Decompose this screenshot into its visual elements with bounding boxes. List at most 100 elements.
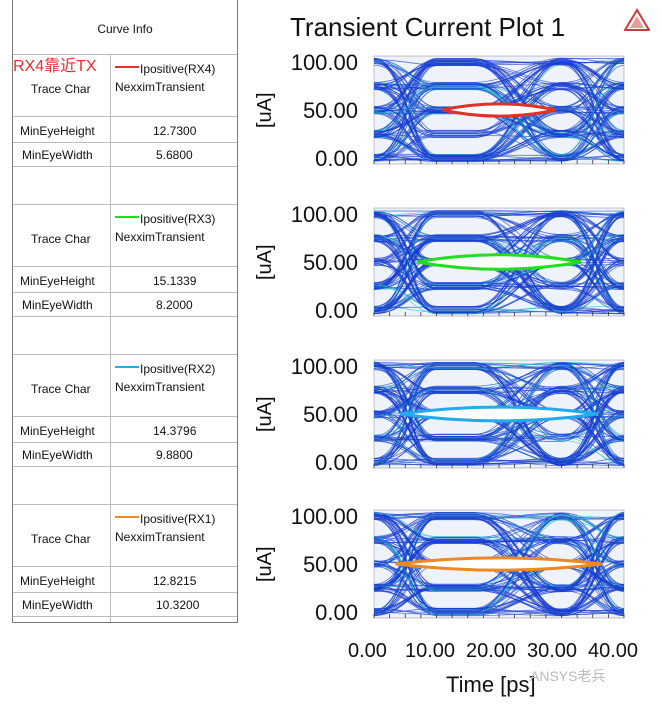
eye-trace — [373, 58, 625, 161]
min-eye-width-label: MinEyeWidth — [22, 598, 93, 612]
eye-trace — [373, 286, 625, 312]
divider — [13, 592, 237, 593]
eye-trace — [373, 112, 625, 160]
eye-trace — [373, 368, 625, 440]
eye-trace — [373, 462, 625, 466]
eye-trace — [373, 564, 625, 610]
eye-trace — [373, 514, 625, 563]
divider — [13, 204, 237, 205]
y-tick-label: 0.00 — [315, 600, 358, 625]
divider — [13, 616, 237, 617]
divider — [13, 266, 237, 267]
min-eye-width-value: 10.3200 — [156, 598, 200, 612]
eye-trace — [373, 60, 625, 113]
divider — [13, 466, 237, 467]
eye-trace — [373, 62, 625, 135]
trace-name: Ipositive(RX4) — [140, 62, 216, 76]
min-eye-height-label: MinEyeHeight — [20, 124, 95, 138]
x-tick-label: 30.00 — [527, 640, 578, 662]
divider — [13, 116, 237, 117]
y-axis-label: [uA] — [254, 92, 276, 128]
eye-trace — [373, 233, 625, 285]
min-eye-height-value: 14.3796 — [153, 424, 197, 438]
y-tick-label: 0.00 — [315, 450, 358, 475]
eye-mask — [441, 102, 557, 118]
y-tick-label: 100.00 — [291, 354, 358, 379]
eye-trace — [373, 214, 625, 308]
eye-trace — [373, 214, 625, 237]
legend-swatch — [115, 216, 139, 218]
y-tick-label: 100.00 — [291, 202, 358, 227]
y-axis-label: [uA] — [254, 396, 276, 432]
eye-trace — [373, 565, 625, 593]
divider — [13, 316, 237, 317]
eye-trace — [373, 517, 625, 617]
min-eye-width-value: 8.2000 — [156, 298, 193, 312]
min-eye-width-label: MinEyeWidth — [22, 298, 93, 312]
eye-trace — [373, 389, 625, 465]
eye-trace — [373, 363, 625, 412]
eye-trace — [373, 236, 625, 307]
eye-trace — [373, 366, 625, 389]
min-eye-height-value: 12.8215 — [153, 574, 197, 588]
divider — [13, 416, 237, 417]
y-tick-label: 50.00 — [303, 250, 358, 275]
y-tick-label: 50.00 — [303, 552, 358, 577]
watermark: ANSYS老兵 — [530, 668, 606, 684]
eye-trace — [373, 517, 625, 613]
eye-trace — [373, 285, 625, 290]
legend-swatch — [115, 516, 139, 518]
min-eye-height-label: MinEyeHeight — [20, 574, 95, 588]
eye-trace — [373, 215, 625, 310]
legend-swatch — [115, 66, 139, 68]
min-eye-width-value: 9.8800 — [156, 448, 193, 462]
min-eye-width-value: 5.6800 — [156, 148, 193, 162]
x-tick-label: 20.00 — [466, 640, 517, 662]
eye-trace — [373, 213, 625, 290]
min-eye-height-label: MinEyeHeight — [20, 424, 95, 438]
eye-trace — [373, 213, 625, 241]
eye-trace — [373, 608, 625, 616]
eye-trace — [373, 108, 625, 162]
eye-trace — [373, 563, 625, 609]
divider — [13, 166, 237, 167]
eye-trace — [373, 58, 625, 108]
curve-info-title: Curve Info — [97, 22, 153, 36]
legend-swatch — [115, 366, 139, 368]
eye-mask — [395, 556, 603, 572]
divider — [13, 566, 237, 567]
eye-trace — [373, 609, 625, 613]
eye-trace — [373, 364, 625, 441]
trace-name: Ipositive(RX2) — [140, 362, 216, 376]
eye-trace — [373, 211, 625, 311]
divider — [13, 504, 237, 505]
annotation-text: RX4靠近TX — [13, 58, 97, 75]
eye-trace — [373, 106, 625, 158]
min-eye-height-label: MinEyeHeight — [20, 274, 95, 288]
trace-solver: NexximTransient — [115, 380, 205, 394]
eye-trace — [373, 362, 625, 394]
eye-trace — [373, 512, 625, 543]
min-eye-height-value: 15.1339 — [153, 274, 197, 288]
eye-trace — [373, 362, 625, 466]
eye-trace — [373, 587, 625, 616]
eye-trace — [373, 512, 625, 521]
y-tick-label: 0.00 — [315, 298, 358, 323]
curve-info-panel: Curve Info RX4靠近TX Ipositive(RX4) NexximT… — [12, 0, 238, 623]
divider — [13, 442, 237, 443]
eye-trace — [373, 305, 625, 313]
eye-trace — [373, 61, 625, 156]
eye-trace — [373, 210, 625, 238]
y-tick-label: 50.00 — [303, 402, 358, 427]
eye-mask — [416, 253, 582, 271]
trace-solver: NexximTransient — [115, 80, 205, 94]
trace-name: Ipositive(RX1) — [140, 512, 216, 526]
min-eye-width-label: MinEyeWidth — [22, 148, 93, 162]
eye-trace — [373, 212, 625, 307]
eye-trace — [373, 64, 625, 108]
trace-solver: NexximTransient — [115, 230, 205, 244]
eye-trace — [373, 154, 625, 161]
eye-trace — [373, 214, 625, 262]
eye-trace — [373, 61, 625, 157]
